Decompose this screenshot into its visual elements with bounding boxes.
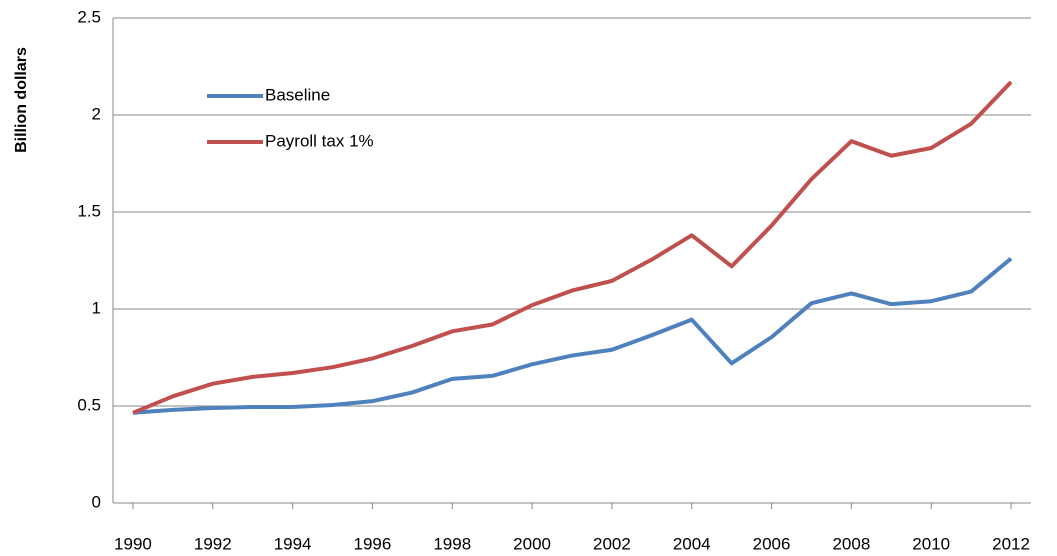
- legend-label: Payroll tax 1%: [265, 131, 374, 150]
- x-tick-label: 2000: [513, 534, 551, 553]
- x-tick-label: 1992: [194, 534, 232, 553]
- y-tick-label: 0.5: [77, 395, 101, 414]
- series-line: [132, 257, 1013, 415]
- x-tick-label: 2008: [832, 534, 870, 553]
- series-line: [132, 80, 1013, 415]
- x-tick-label: 1994: [274, 534, 312, 553]
- y-tick-label: 2.5: [77, 7, 101, 26]
- x-tick-label: 2012: [992, 534, 1030, 553]
- x-tick-label: 2004: [673, 534, 711, 553]
- x-tick-label: 2006: [753, 534, 791, 553]
- y-tick-label: 1: [92, 298, 101, 317]
- y-tick-label: 0: [92, 492, 101, 511]
- y-tick-label: 2: [92, 104, 101, 123]
- x-tick-label: 1990: [114, 534, 152, 553]
- x-tick-label: 2010: [912, 534, 950, 553]
- x-tick-label: 1998: [433, 534, 471, 553]
- y-axis-title: Billion dollars: [13, 47, 30, 153]
- legend-label: Baseline: [265, 85, 330, 104]
- x-tick-label: 2002: [593, 534, 631, 553]
- x-tick-label: 1996: [354, 534, 392, 553]
- y-tick-label: 1.5: [77, 201, 101, 220]
